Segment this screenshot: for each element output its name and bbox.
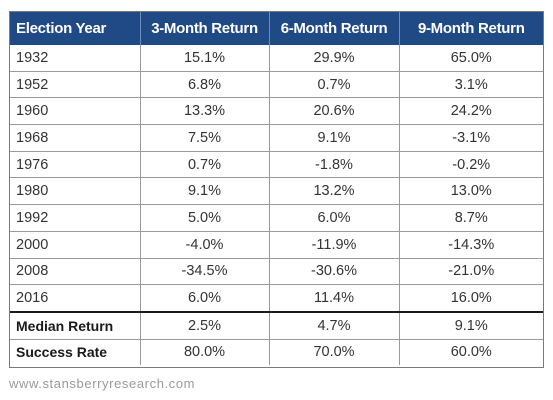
- success-three-month-cell: 80.0%: [140, 338, 270, 366]
- three-month-return-cell: 7.5%: [140, 124, 270, 152]
- three-month-return-cell: -4.0%: [140, 230, 270, 258]
- table-header: Election Year 3-Month Return 6-Month Ret…: [10, 12, 543, 45]
- success-rate-row: Success Rate 80.0% 70.0% 60.0%: [10, 338, 543, 366]
- table-body: 1932 15.1% 29.9% 65.0% 1952 6.8% 0.7% 3.…: [10, 45, 543, 366]
- six-month-return-cell: -11.9%: [269, 230, 400, 258]
- six-month-return-cell: 29.9%: [269, 45, 400, 72]
- nine-month-return-cell: 16.0%: [399, 284, 543, 312]
- median-return-row: Median Return 2.5% 4.7% 9.1%: [10, 310, 543, 340]
- election-year-cell: 1968: [10, 124, 141, 152]
- table-row: 1980 9.1% 13.2% 13.0%: [10, 177, 543, 205]
- median-nine-month-cell: 9.1%: [399, 310, 543, 340]
- three-month-return-cell: 9.1%: [140, 177, 270, 205]
- table-row: 1952 6.8% 0.7% 3.1%: [10, 70, 543, 98]
- three-month-return-cell: 0.7%: [140, 150, 270, 178]
- nine-month-return-cell: 24.2%: [399, 97, 543, 125]
- table-row: 1968 7.5% 9.1% -3.1%: [10, 124, 543, 152]
- election-year-cell: 1976: [10, 150, 141, 178]
- table-row: 1932 15.1% 29.9% 65.0%: [10, 45, 543, 72]
- election-year-cell: 1980: [10, 177, 141, 205]
- success-nine-month-cell: 60.0%: [399, 338, 543, 366]
- header-3-month-return: 3-Month Return: [140, 12, 270, 45]
- three-month-return-cell: -34.5%: [140, 257, 270, 285]
- election-year-cell: 1992: [10, 204, 141, 232]
- election-year-cell: 2008: [10, 257, 141, 285]
- median-three-month-cell: 2.5%: [140, 310, 270, 340]
- header-6-month-return: 6-Month Return: [269, 12, 400, 45]
- election-year-cell: 2000: [10, 230, 141, 258]
- header-election-year: Election Year: [10, 12, 141, 45]
- table-row: 2000 -4.0% -11.9% -14.3%: [10, 230, 543, 258]
- success-rate-label: Success Rate: [10, 338, 141, 366]
- median-return-label: Median Return: [10, 310, 141, 340]
- table-row: 1992 5.0% 6.0% 8.7%: [10, 204, 543, 232]
- six-month-return-cell: 6.0%: [269, 204, 400, 232]
- nine-month-return-cell: -3.1%: [399, 124, 543, 152]
- nine-month-return-cell: -0.2%: [399, 150, 543, 178]
- header-row: Election Year 3-Month Return 6-Month Ret…: [10, 12, 543, 45]
- table-row: 2016 6.0% 11.4% 16.0%: [10, 284, 543, 312]
- nine-month-return-cell: 65.0%: [450, 49, 492, 66]
- nine-month-return-cell: -21.0%: [399, 257, 543, 285]
- success-six-month-cell: 70.0%: [269, 338, 400, 366]
- table-row: 1960 13.3% 20.6% 24.2%: [10, 97, 543, 125]
- header-9-month-return: 9-Month Return: [399, 12, 543, 45]
- three-month-return-cell: 13.3%: [140, 97, 270, 125]
- election-year-cell: 1960: [10, 97, 141, 125]
- three-month-return-cell: 15.1%: [140, 45, 270, 72]
- six-month-return-cell: 0.7%: [269, 70, 400, 98]
- table-row: 2008 -34.5% -30.6% -21.0%: [10, 257, 543, 285]
- six-month-return-cell: 11.4%: [269, 284, 400, 312]
- six-month-return-cell: 13.2%: [269, 177, 400, 205]
- nine-month-return-cell: -14.3%: [399, 230, 543, 258]
- nine-month-return-cell: 8.7%: [399, 204, 543, 232]
- three-month-return-cell: 6.0%: [140, 284, 270, 312]
- nine-month-return-cell: 3.1%: [399, 70, 543, 98]
- median-six-month-cell: 4.7%: [269, 310, 400, 340]
- three-month-return-cell: 5.0%: [140, 204, 270, 232]
- three-month-return-cell: 6.8%: [140, 70, 270, 98]
- election-returns-table: Election Year 3-Month Return 6-Month Ret…: [10, 12, 543, 366]
- six-month-return-cell: 9.1%: [269, 124, 400, 152]
- election-year-cell: 2016: [10, 284, 141, 312]
- returns-table-frame: Election Year 3-Month Return 6-Month Ret…: [9, 11, 544, 368]
- election-year-cell: 1932: [10, 45, 141, 72]
- six-month-return-cell: -30.6%: [269, 257, 400, 285]
- source-url: www.stansberryresearch.com: [9, 376, 196, 391]
- six-month-return-cell: 20.6%: [269, 97, 400, 125]
- election-year-cell: 1952: [10, 70, 141, 98]
- six-month-return-cell: -1.8%: [269, 150, 400, 178]
- nine-month-return-cell: 13.0%: [399, 177, 543, 205]
- table-row: 1976 0.7% -1.8% -0.2%: [10, 150, 543, 178]
